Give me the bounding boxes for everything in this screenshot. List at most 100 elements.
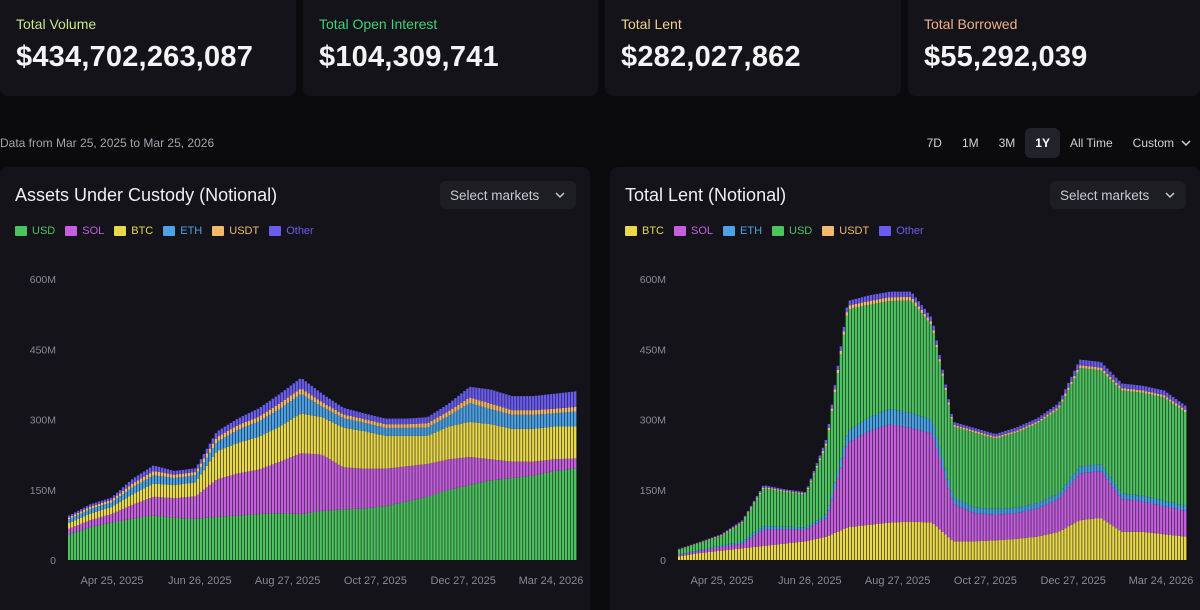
- bar-segment-sol: [274, 463, 277, 514]
- bar-segment-btc: [163, 484, 167, 498]
- bar-segment-other: [776, 487, 780, 490]
- tab-3m[interactable]: 3M: [998, 136, 1016, 150]
- bar-segment-sol: [1094, 471, 1097, 519]
- bar-segment-btc: [914, 521, 917, 560]
- bar-segment-btc: [983, 540, 986, 560]
- bar-segment-usd: [154, 515, 158, 560]
- bar-segment-usd: [181, 518, 185, 560]
- bar-segment-eth: [1010, 507, 1013, 514]
- bar-segment-usdt: [962, 427, 965, 430]
- bar-segment-sol: [1004, 513, 1007, 540]
- bar-segment-eth: [1184, 505, 1187, 511]
- bar-segment-sol: [478, 458, 481, 483]
- bar-segment-sol: [716, 547, 720, 551]
- bar-segment-sol: [490, 459, 493, 481]
- legend-item-other[interactable]: Other: [269, 225, 314, 237]
- stat-card-total-open-interest: Total Open Interest $104,309,741: [303, 0, 598, 96]
- bar-segment-usd: [403, 501, 406, 560]
- legend-item-usdt[interactable]: USDT: [822, 225, 869, 237]
- bar-segment-usd: [755, 498, 759, 531]
- bar-segment-btc: [556, 426, 559, 460]
- bar-segment-other: [830, 404, 834, 409]
- tab-all-time[interactable]: All Time: [1069, 136, 1113, 150]
- tab-1m[interactable]: 1M: [961, 136, 979, 150]
- tab-1y[interactable]: 1Y: [1025, 128, 1060, 158]
- bar-segment-btc: [133, 493, 137, 504]
- bar-segment-eth: [881, 411, 884, 427]
- bar-segment-eth: [148, 477, 152, 486]
- bar-segment-eth: [229, 433, 233, 446]
- bar-segment-eth: [469, 403, 472, 422]
- bar-segment-eth: [1058, 492, 1061, 499]
- bar-segment-eth: [749, 534, 753, 538]
- bar-segment-sol: [355, 468, 358, 509]
- bar-segment-sol: [782, 529, 786, 544]
- bar-segment-btc: [364, 431, 367, 469]
- bar-segment-eth: [1169, 502, 1172, 508]
- bar-segment-btc: [232, 444, 236, 475]
- bar-segment-usdt: [998, 435, 1001, 438]
- bar-segment-usdt: [148, 473, 152, 478]
- y-tick-label: 0: [50, 555, 56, 567]
- bar-segment-btc: [848, 526, 852, 560]
- legend-item-btc[interactable]: BTC: [625, 225, 664, 237]
- bar-segment-usdt: [968, 429, 971, 432]
- bar-segment-other: [283, 390, 286, 400]
- bar-segment-usd: [385, 505, 388, 560]
- custom-range-dropdown[interactable]: Custom: [1123, 128, 1192, 158]
- bar-segment-btc: [1043, 535, 1046, 560]
- bar-segment-usd: [863, 305, 867, 420]
- bar-segment-usd: [541, 473, 544, 560]
- bar-segment-eth: [487, 408, 490, 424]
- bar-segment-other: [97, 501, 101, 504]
- bar-segment-sol: [358, 468, 361, 509]
- stat-label: Total Volume: [16, 16, 97, 32]
- bar-segment-usd: [857, 307, 861, 424]
- legend-item-usd[interactable]: USD: [772, 225, 812, 237]
- legend-item-usdt[interactable]: USDT: [212, 225, 259, 237]
- bar-segment-usd: [968, 431, 971, 506]
- bar-segment-sol: [91, 519, 95, 527]
- legend-item-eth[interactable]: ETH: [163, 225, 202, 237]
- y-tick-label: 600M: [640, 274, 666, 286]
- bar-segment-usd: [112, 522, 116, 560]
- legend-item-btc[interactable]: BTC: [114, 225, 153, 237]
- bar-segment-eth: [349, 419, 352, 429]
- bar-segment-sol: [1172, 508, 1175, 536]
- bar-segment-other: [797, 491, 801, 493]
- bar-segment-usd: [785, 491, 789, 527]
- bar-segment-sol: [1076, 476, 1079, 522]
- tab-7d[interactable]: 7D: [926, 136, 942, 150]
- legend-item-usd[interactable]: USD: [15, 225, 55, 237]
- bar-segment-usdt: [82, 509, 86, 512]
- bar-segment-usd: [1076, 372, 1079, 470]
- bar-segment-eth: [130, 487, 134, 495]
- bar-segment-usdt: [175, 474, 179, 478]
- bar-segment-usdt: [205, 453, 209, 458]
- bar-segment-btc: [394, 435, 397, 468]
- select-markets-button[interactable]: Select markets: [440, 181, 576, 209]
- bar-segment-other: [151, 465, 155, 472]
- bar-segment-sol: [1088, 472, 1091, 520]
- bar-segment-usd: [932, 332, 935, 425]
- bar-segment-other: [812, 470, 816, 474]
- select-markets-button[interactable]: Select markets: [1050, 181, 1186, 209]
- bar-segment-other: [896, 291, 899, 298]
- bar-segment-eth: [571, 411, 574, 427]
- bar-segment-other: [100, 500, 104, 503]
- bar-segment-sol: [797, 529, 801, 543]
- bar-segment-eth: [809, 523, 813, 527]
- bar-segment-usd: [731, 528, 735, 544]
- legend-item-sol[interactable]: SOL: [65, 225, 104, 237]
- bar-segment-usdt: [439, 415, 442, 421]
- legend-item-other[interactable]: Other: [879, 225, 924, 237]
- legend-item-sol[interactable]: SOL: [674, 225, 713, 237]
- bar-segment-usd: [319, 511, 322, 560]
- bar-segment-btc: [196, 478, 200, 495]
- bar-segment-eth: [439, 420, 442, 431]
- bar-segment-other: [827, 424, 831, 428]
- bar-segment-eth: [238, 429, 242, 443]
- legend-item-eth[interactable]: ETH: [723, 225, 762, 237]
- bar-segment-sol: [935, 448, 938, 527]
- bar-segment-usdt: [764, 487, 768, 489]
